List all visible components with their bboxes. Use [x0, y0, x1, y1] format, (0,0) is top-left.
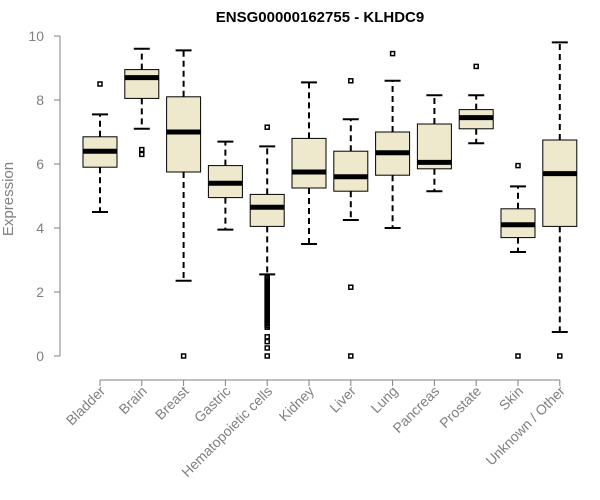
- box-pancreas: [416, 94, 452, 193]
- y-tick-label: 10: [28, 28, 44, 44]
- box-prostate: [458, 63, 494, 145]
- outlier-point: [348, 78, 354, 84]
- outlier-point: [557, 353, 563, 359]
- x-tick-label: Liver: [326, 383, 359, 416]
- y-axis-label: Expression: [0, 162, 17, 236]
- box-brain: [124, 47, 160, 158]
- x-tick-label: Kidney: [276, 383, 318, 425]
- boxes-group: [82, 41, 578, 359]
- box-gastric: [207, 140, 243, 231]
- x-tick-label: Brain: [115, 383, 149, 417]
- outlier-point: [264, 124, 270, 130]
- y-tick-label: 8: [36, 92, 44, 108]
- outlier-point: [348, 353, 354, 359]
- box-liver: [333, 78, 369, 359]
- outlier-point: [180, 353, 187, 359]
- outlier-point: [139, 151, 145, 158]
- x-tick-label: Lung: [367, 383, 400, 416]
- iqr-box: [124, 69, 160, 99]
- outlier-point: [264, 353, 270, 359]
- outlier-point: [139, 146, 145, 153]
- outlier-point: [515, 162, 521, 169]
- x-tick-label: Prostate: [436, 383, 484, 431]
- outlier-point: [389, 50, 396, 57]
- outlier-point: [348, 284, 354, 290]
- y-tick-label: 2: [36, 284, 44, 300]
- y-tick-label: 4: [36, 220, 44, 236]
- y-tick-label: 0: [36, 348, 44, 364]
- chart-title: ENSG00000162755 - KLHDC9: [216, 9, 424, 26]
- x-tick-label: Unknown / Other: [482, 383, 568, 469]
- iqr-box: [333, 150, 369, 192]
- y-axis: 0 2 4 6 8 10: [28, 28, 61, 364]
- box-hematopoietic-cells: [249, 124, 285, 359]
- x-tick-label: Skin: [496, 383, 527, 414]
- box-unknown-other: [542, 41, 578, 359]
- box-bladder: [82, 81, 118, 213]
- outlier-point: [264, 334, 270, 340]
- box-lung: [375, 50, 411, 229]
- box-breast: [166, 49, 202, 359]
- x-tick-label: Bladder: [63, 383, 109, 429]
- iqr-box: [249, 193, 285, 227]
- box-skin: [500, 162, 536, 359]
- outlier-point: [264, 324, 270, 330]
- outlier-point: [97, 81, 103, 87]
- outlier-point: [473, 63, 479, 70]
- outlier-point: [515, 353, 521, 359]
- x-tick-label: Breast: [152, 383, 192, 423]
- y-tick-label: 6: [36, 156, 44, 172]
- outlier-point: [264, 338, 270, 345]
- iqr-box: [291, 137, 327, 189]
- box-kidney: [291, 81, 327, 245]
- iqr-box: [542, 139, 578, 227]
- outlier-point: [264, 345, 270, 351]
